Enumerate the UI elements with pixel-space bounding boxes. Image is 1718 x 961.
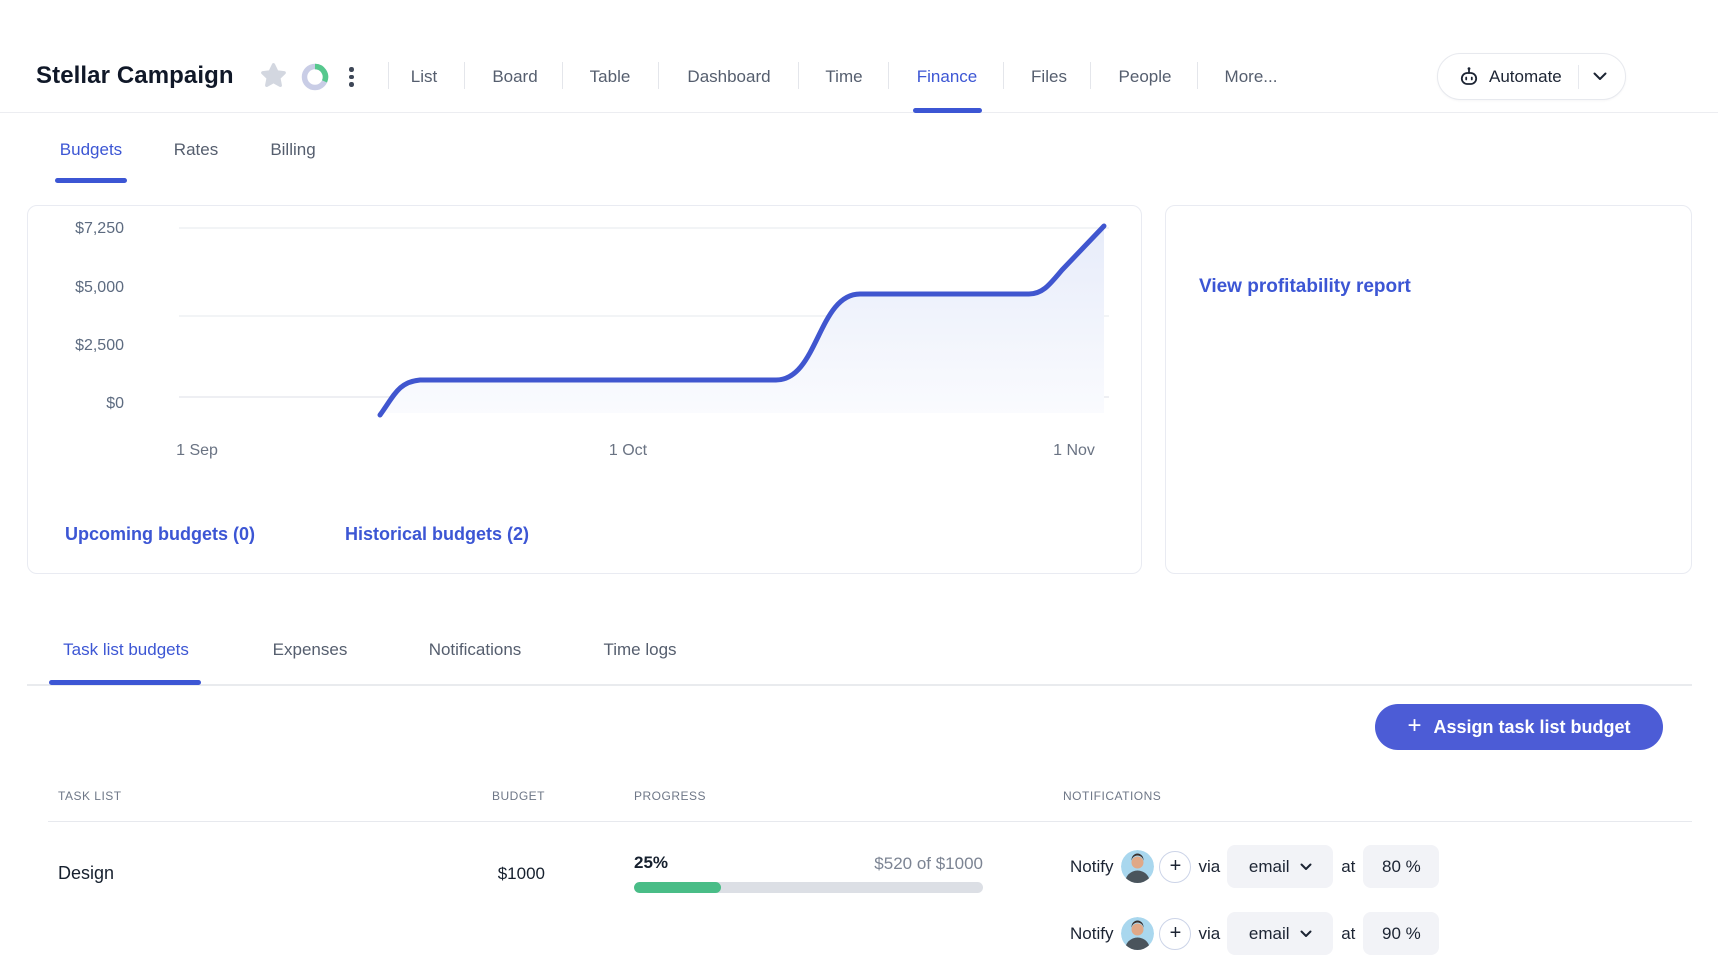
progress-bar-fill [634, 882, 722, 893]
tab-more[interactable]: More... [1224, 67, 1278, 86]
automate-pill-separator [1577, 64, 1579, 89]
tab-table[interactable]: Table [589, 67, 631, 86]
view-profitability-report-link[interactable]: View profitability report [1199, 276, 1411, 297]
add-notify-user-button[interactable]: + [1159, 917, 1192, 950]
task-list-budgets-underline [49, 680, 201, 685]
channel-value: email [1248, 856, 1290, 876]
budget-value: $1000 [497, 864, 545, 883]
budget-chart-card: $7,250 $5,000 $2,500 $0 1 Sep 1 Oct 1 No… [27, 205, 1142, 574]
nav-separator [888, 62, 889, 89]
nav-separator [1003, 62, 1004, 89]
page-title: Stellar Campaign [36, 62, 234, 89]
col-header-progress: Progress [634, 789, 707, 803]
y-tick-7250: $7,250 [75, 220, 124, 237]
avatar[interactable] [1121, 850, 1155, 883]
section-tabs-divider [27, 684, 1692, 686]
via-label: via [1198, 856, 1221, 876]
chevron-down-icon [1300, 863, 1312, 871]
nav-separator [464, 62, 465, 89]
add-notify-user-button[interactable]: + [1159, 850, 1192, 883]
tab-task-list-budgets[interactable]: Task list budgets [63, 640, 189, 659]
kebab-menu-icon[interactable] [349, 67, 354, 87]
x-tick-oct: 1 Oct [608, 442, 648, 459]
tab-finance[interactable]: Finance [916, 67, 978, 86]
tab-time[interactable]: Time [825, 67, 863, 86]
tab-list[interactable]: List [410, 67, 438, 86]
threshold-input[interactable]: 90 % [1363, 912, 1440, 955]
channel-select[interactable]: email [1227, 845, 1334, 888]
y-tick-5000: $5,000 [75, 279, 124, 296]
historical-budgets-link[interactable]: Historical budgets (2) [345, 524, 530, 544]
subtab-billing[interactable]: Billing [270, 140, 316, 159]
y-tick-0: $0 [106, 395, 124, 412]
task-list-name[interactable]: Design [58, 863, 115, 883]
y-tick-2500: $2,500 [75, 337, 124, 354]
x-tick-sep: 1 Sep [176, 442, 218, 459]
x-tick-nov: 1 Nov [1053, 442, 1095, 459]
threshold-input[interactable]: 80 % [1363, 845, 1440, 888]
header-bottom-border [0, 112, 1718, 113]
tab-people[interactable]: People [1118, 67, 1172, 86]
subtab-rates[interactable]: Rates [173, 140, 219, 159]
at-label: at [1341, 856, 1356, 876]
plus-icon: + [1407, 712, 1422, 739]
nav-separator [562, 62, 563, 89]
nav-separator [658, 62, 659, 89]
assign-task-list-budget-button[interactable]: + Assign task list budget [1375, 704, 1663, 750]
notify-label: Notify [1070, 923, 1114, 943]
finance-tab-underline [913, 108, 982, 113]
table-header-divider [48, 821, 1692, 822]
budget-burnup-chart [179, 223, 1109, 418]
channel-value: email [1248, 923, 1290, 943]
nav-separator [1090, 62, 1091, 89]
upcoming-budgets-link[interactable]: Upcoming budgets (0) [65, 524, 255, 544]
avatar[interactable] [1121, 917, 1155, 950]
assign-button-label: Assign task list budget [1433, 716, 1631, 737]
tab-board[interactable]: Board [492, 67, 538, 86]
notify-label: Notify [1070, 856, 1114, 876]
via-label: via [1198, 923, 1221, 943]
automate-split-button[interactable]: Automate [1437, 53, 1626, 100]
nav-separator [388, 62, 389, 89]
threshold-value: 90 % [1382, 923, 1421, 943]
channel-select[interactable]: email [1227, 912, 1334, 955]
col-header-budget: Budget [491, 789, 545, 803]
tab-notifications[interactable]: Notifications [428, 640, 522, 659]
notification-rule: Notify + via email at [1070, 845, 1440, 888]
tab-files[interactable]: Files [1031, 67, 1067, 86]
tab-dashboard[interactable]: Dashboard [687, 67, 771, 86]
threshold-value: 80 % [1382, 856, 1421, 876]
robot-icon [1458, 66, 1480, 88]
nav-separator [798, 62, 799, 89]
profitability-card: View profitability report [1165, 205, 1692, 574]
progress-bar [634, 882, 983, 893]
chevron-down-icon [1300, 930, 1312, 938]
col-header-notifications: Notifications [1063, 789, 1162, 803]
notification-rule: Notify + via email at [1070, 912, 1440, 955]
tab-time-logs[interactable]: Time logs [603, 640, 677, 659]
col-header-task-list: Task list [58, 789, 122, 803]
star-icon[interactable] [260, 62, 287, 94]
nav-separator [1197, 62, 1198, 89]
progress-percent: 25% [634, 853, 669, 872]
chevron-down-icon[interactable] [1593, 72, 1607, 81]
subtab-budgets[interactable]: Budgets [59, 140, 123, 159]
automate-label: Automate [1489, 66, 1562, 86]
progress-donut[interactable] [300, 62, 330, 97]
budgets-subtab-underline [55, 178, 127, 183]
progress-spent: $520 of $1000 [874, 854, 983, 873]
tab-expenses[interactable]: Expenses [272, 640, 348, 659]
at-label: at [1341, 923, 1356, 943]
